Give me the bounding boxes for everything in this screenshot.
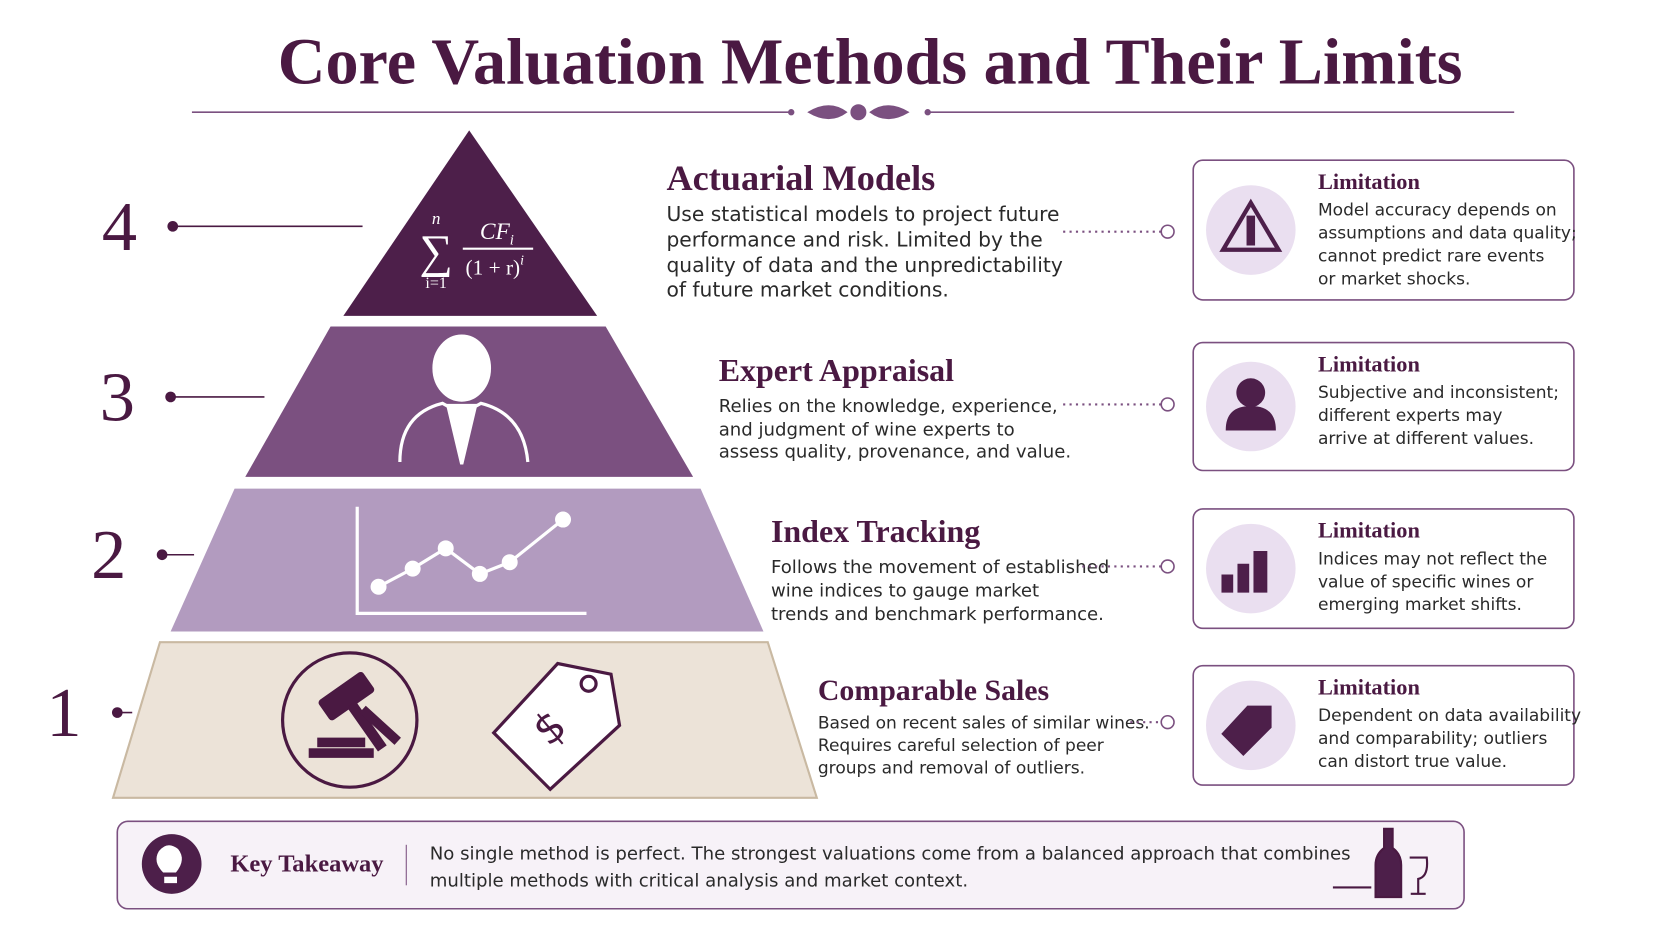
formula-part: i=1 [425, 275, 446, 292]
limitation-box [1192, 664, 1575, 786]
gavel-icon [280, 651, 419, 789]
formula-part: i [520, 253, 524, 268]
level-description: wine indices to gauge market [771, 580, 1039, 601]
limitation-text: Dependent on data availability [1318, 706, 1581, 726]
level-title: Actuarial Models [666, 158, 935, 198]
limitation-text: emerging market shifts. [1318, 595, 1522, 615]
takeaway-text: multiple methods with critical analysis … [430, 870, 968, 891]
level-description: groups and removal of outliers. [818, 758, 1085, 778]
tag-icon: $ [491, 661, 622, 792]
limitation-text: and comparability; outliers [1318, 729, 1547, 749]
limitation-label: Limitation [1318, 351, 1420, 376]
pyramid-level [170, 488, 764, 632]
limitation-text: arrive at different values. [1318, 429, 1534, 449]
level-number: 1 [46, 674, 81, 752]
limitation-glyph [1221, 705, 1272, 756]
formula-part: i [510, 232, 514, 248]
takeaway-label: Key Takeaway [230, 850, 384, 877]
limitation-text: Subjective and inconsistent; [1318, 383, 1559, 403]
limitation-box [1192, 508, 1575, 630]
takeaway-text: No single method is perfect. The stronge… [430, 844, 1351, 865]
bulb-shape [156, 845, 182, 884]
level-description: trends and benchmark performance. [771, 604, 1104, 625]
level-description: assess quality, provenance, and value. [719, 442, 1071, 463]
limitation-text: can distort true value. [1318, 752, 1507, 772]
pointer-dot [111, 707, 123, 718]
connector-end [1160, 559, 1175, 574]
divider [191, 104, 1515, 121]
level-description: Use statistical models to project future [666, 202, 1059, 226]
pyramid-level [343, 130, 598, 316]
level-description: Based on recent sales of similar wines. [818, 714, 1150, 734]
level-description: Relies on the knowledge, experience, [719, 396, 1058, 417]
limitation-text: assumptions and data quality; [1318, 224, 1577, 244]
level-number: 2 [91, 516, 126, 594]
pyramid-level [111, 641, 819, 799]
level-description: performance and risk. Limited by the [666, 228, 1042, 252]
chart-icon [355, 506, 587, 615]
formula-part: CF [480, 219, 511, 245]
limitation-text: Indices may not reflect the [1318, 549, 1547, 569]
limitation-label: Limitation [1318, 518, 1420, 543]
connector-end [1160, 714, 1175, 730]
takeaway-box [116, 820, 1465, 910]
limitation-text: Model accuracy depends on [1318, 201, 1557, 221]
formula: n ∑ i=1 CFi (1 + r)i [419, 209, 534, 292]
formula-part: (1 + r) [466, 255, 521, 279]
wine-icon [1332, 827, 1429, 899]
limitation-glyph [1225, 378, 1276, 431]
limitation-text: or market shocks. [1318, 269, 1470, 289]
level-description: of future market conditions. [666, 278, 948, 302]
limitation-text: different experts may [1318, 406, 1503, 426]
limitation-box [1192, 159, 1575, 301]
level-title: Comparable Sales [818, 674, 1049, 707]
level-description: and judgment of wine experts to [719, 419, 1015, 440]
level-title: Expert Appraisal [719, 353, 954, 388]
expert-icon [398, 334, 530, 465]
limitation-text: value of specific wines or [1318, 572, 1534, 592]
level-number: 3 [100, 358, 135, 436]
level-description: Follows the movement of established [771, 557, 1109, 578]
connector-end [1160, 224, 1175, 239]
limitation-box [1192, 341, 1575, 472]
connector-end [1160, 397, 1175, 412]
level-description: Requires careful selection of peer [818, 736, 1105, 756]
formula-part: (1 + r)i [466, 253, 525, 280]
level-title: Index Tracking [771, 514, 980, 549]
limitation-glyph [1219, 198, 1283, 252]
title: Core Valuation Methods and Their Limits [278, 25, 1463, 98]
limitation-icon [1206, 523, 1296, 614]
formula-part: ∑ [419, 226, 452, 278]
limitation-glyph [1221, 551, 1268, 593]
formula-part: n [432, 209, 441, 228]
limitation-label: Limitation [1318, 169, 1420, 194]
level-number: 4 [102, 188, 137, 266]
pyramid-level [245, 326, 694, 477]
formula-part: CFi [480, 219, 514, 248]
limitation-label: Limitation [1318, 674, 1420, 699]
limitation-text: cannot predict rare events [1318, 247, 1544, 267]
level-description: quality of data and the unpredictability [666, 253, 1062, 277]
